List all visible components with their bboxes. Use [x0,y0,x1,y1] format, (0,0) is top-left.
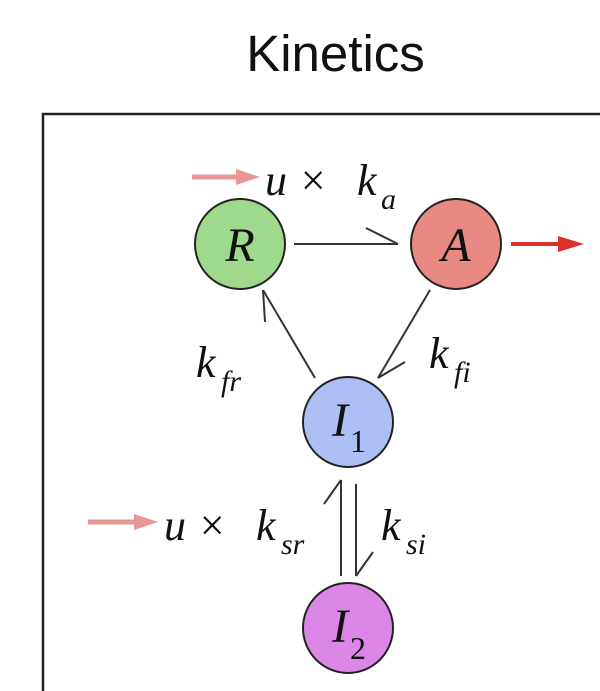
rate-label-kfr: k fr [196,338,241,398]
rate-label-ka: u × k a [265,156,396,216]
rate-label-kfi: k fi [429,329,471,389]
node-i2-subscript: 2 [350,630,366,666]
diagram-title: Kinetics [246,25,425,82]
node-a-circle [410,198,502,290]
node-i2: I 2 [302,582,394,674]
edge-r-to-a [294,227,399,245]
node-i1-subscript: 1 [350,423,366,459]
edge-i1-to-i2 [355,484,374,577]
rate-kfi-sub: fi [454,356,471,389]
rate-ksi-sub: si [406,528,426,561]
node-i1: I 1 [302,376,394,468]
edge-a-to-i1 [377,289,431,379]
node-a: A [410,198,502,290]
rate-ka-sub: a [381,183,396,216]
output-arrow-a [511,236,584,252]
rate-kfi-k: k [429,329,450,378]
edge-i1-to-r [262,289,316,379]
node-a-label: A [438,219,471,272]
input-arrow-ka [192,169,260,185]
node-r-circle [194,198,286,290]
rate-ka-prefix: u × [265,156,328,205]
diagram-frame [41,112,600,691]
node-r: R [194,198,286,290]
node-r-label: R [224,219,254,272]
node-i1-label: I [331,394,350,447]
input-arrow-ksr [88,514,158,530]
rate-ksr-prefix: u × [164,501,227,550]
rate-kfr-sub: fr [221,365,241,398]
edge-i2-to-i1 [323,479,342,576]
rate-label-ksr: u × k sr [164,501,305,561]
node-i2-label: I [331,600,350,653]
node-i2-circle [302,582,394,674]
node-i1-circle [302,376,394,468]
rate-ksr-sub: sr [281,528,305,561]
rate-ka-k: k [357,156,378,205]
rate-ksr-k: k [256,501,277,550]
rate-ksi-k: k [381,501,402,550]
rate-kfr-k: k [196,338,217,387]
rate-label-ksi: k si [381,501,426,561]
